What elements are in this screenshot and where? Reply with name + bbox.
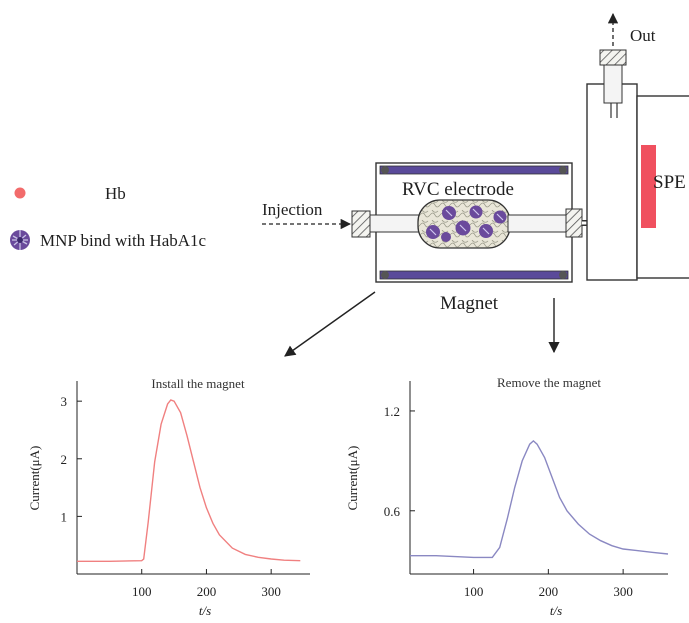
legend-hb-label: Hb: [105, 184, 126, 203]
spe-label: SPE: [653, 172, 686, 193]
detection-cell-block: [586, 83, 638, 281]
current-trace-line: [77, 399, 301, 562]
legend-mnp-label: MNP bind with HabA1c: [40, 231, 207, 250]
outlet-tube: [603, 64, 623, 104]
x-axis-label: t/s: [550, 603, 562, 618]
flow-cell-apparatus: Injection RVC electrode: [262, 12, 689, 357]
x-axis-label: t/s: [199, 603, 211, 618]
arrow-to-install-chart: [284, 291, 376, 357]
x-tick-label: 300: [261, 584, 281, 599]
outlet-fitting: [599, 49, 627, 66]
y-tick-label: 3: [61, 394, 68, 409]
chart-title: Remove the magnet: [497, 375, 601, 390]
magnet-label: Magnet: [440, 293, 499, 314]
y-axis-label: Current(μA): [345, 446, 360, 511]
injection-label: Injection: [262, 200, 323, 219]
y-tick-label: 1: [61, 509, 68, 524]
rvc-electrode-chamber: [417, 199, 511, 249]
hb-dot-icon: [14, 187, 26, 199]
spe-strip: [641, 145, 656, 228]
chart-remove-magnet: Remove the magnet 100 200 300 0.6 1.2 Curre…: [345, 375, 669, 618]
y-tick-label: 0.6: [384, 504, 401, 519]
left-fitting: [351, 210, 371, 238]
mnp-particle-icon: [10, 230, 30, 250]
left-tube: [369, 214, 421, 233]
magnet-bar-top: [379, 165, 569, 175]
right-tube: [507, 214, 571, 233]
right-fitting: [565, 208, 583, 238]
chart-install-magnet: Install the magnet 100 200 300 1 2 3 Current…: [27, 376, 310, 618]
x-tick-label: 300: [613, 584, 633, 599]
x-tick-label: 200: [539, 584, 559, 599]
chart-title: Install the magnet: [151, 376, 245, 391]
y-tick-label: 2: [61, 452, 68, 467]
legend: Hb MNP bind with HabA1c: [10, 184, 207, 250]
x-tick-label: 100: [464, 584, 484, 599]
y-axis-label: Current(μA): [27, 446, 42, 511]
current-trace-line: [410, 439, 669, 559]
magnet-bar-bottom: [379, 270, 569, 280]
rvc-electrode-label: RVC electrode: [402, 179, 514, 200]
x-tick-label: 100: [132, 584, 152, 599]
out-label: Out: [630, 26, 656, 45]
y-tick-label: 1.2: [384, 404, 400, 419]
x-tick-label: 200: [197, 584, 217, 599]
